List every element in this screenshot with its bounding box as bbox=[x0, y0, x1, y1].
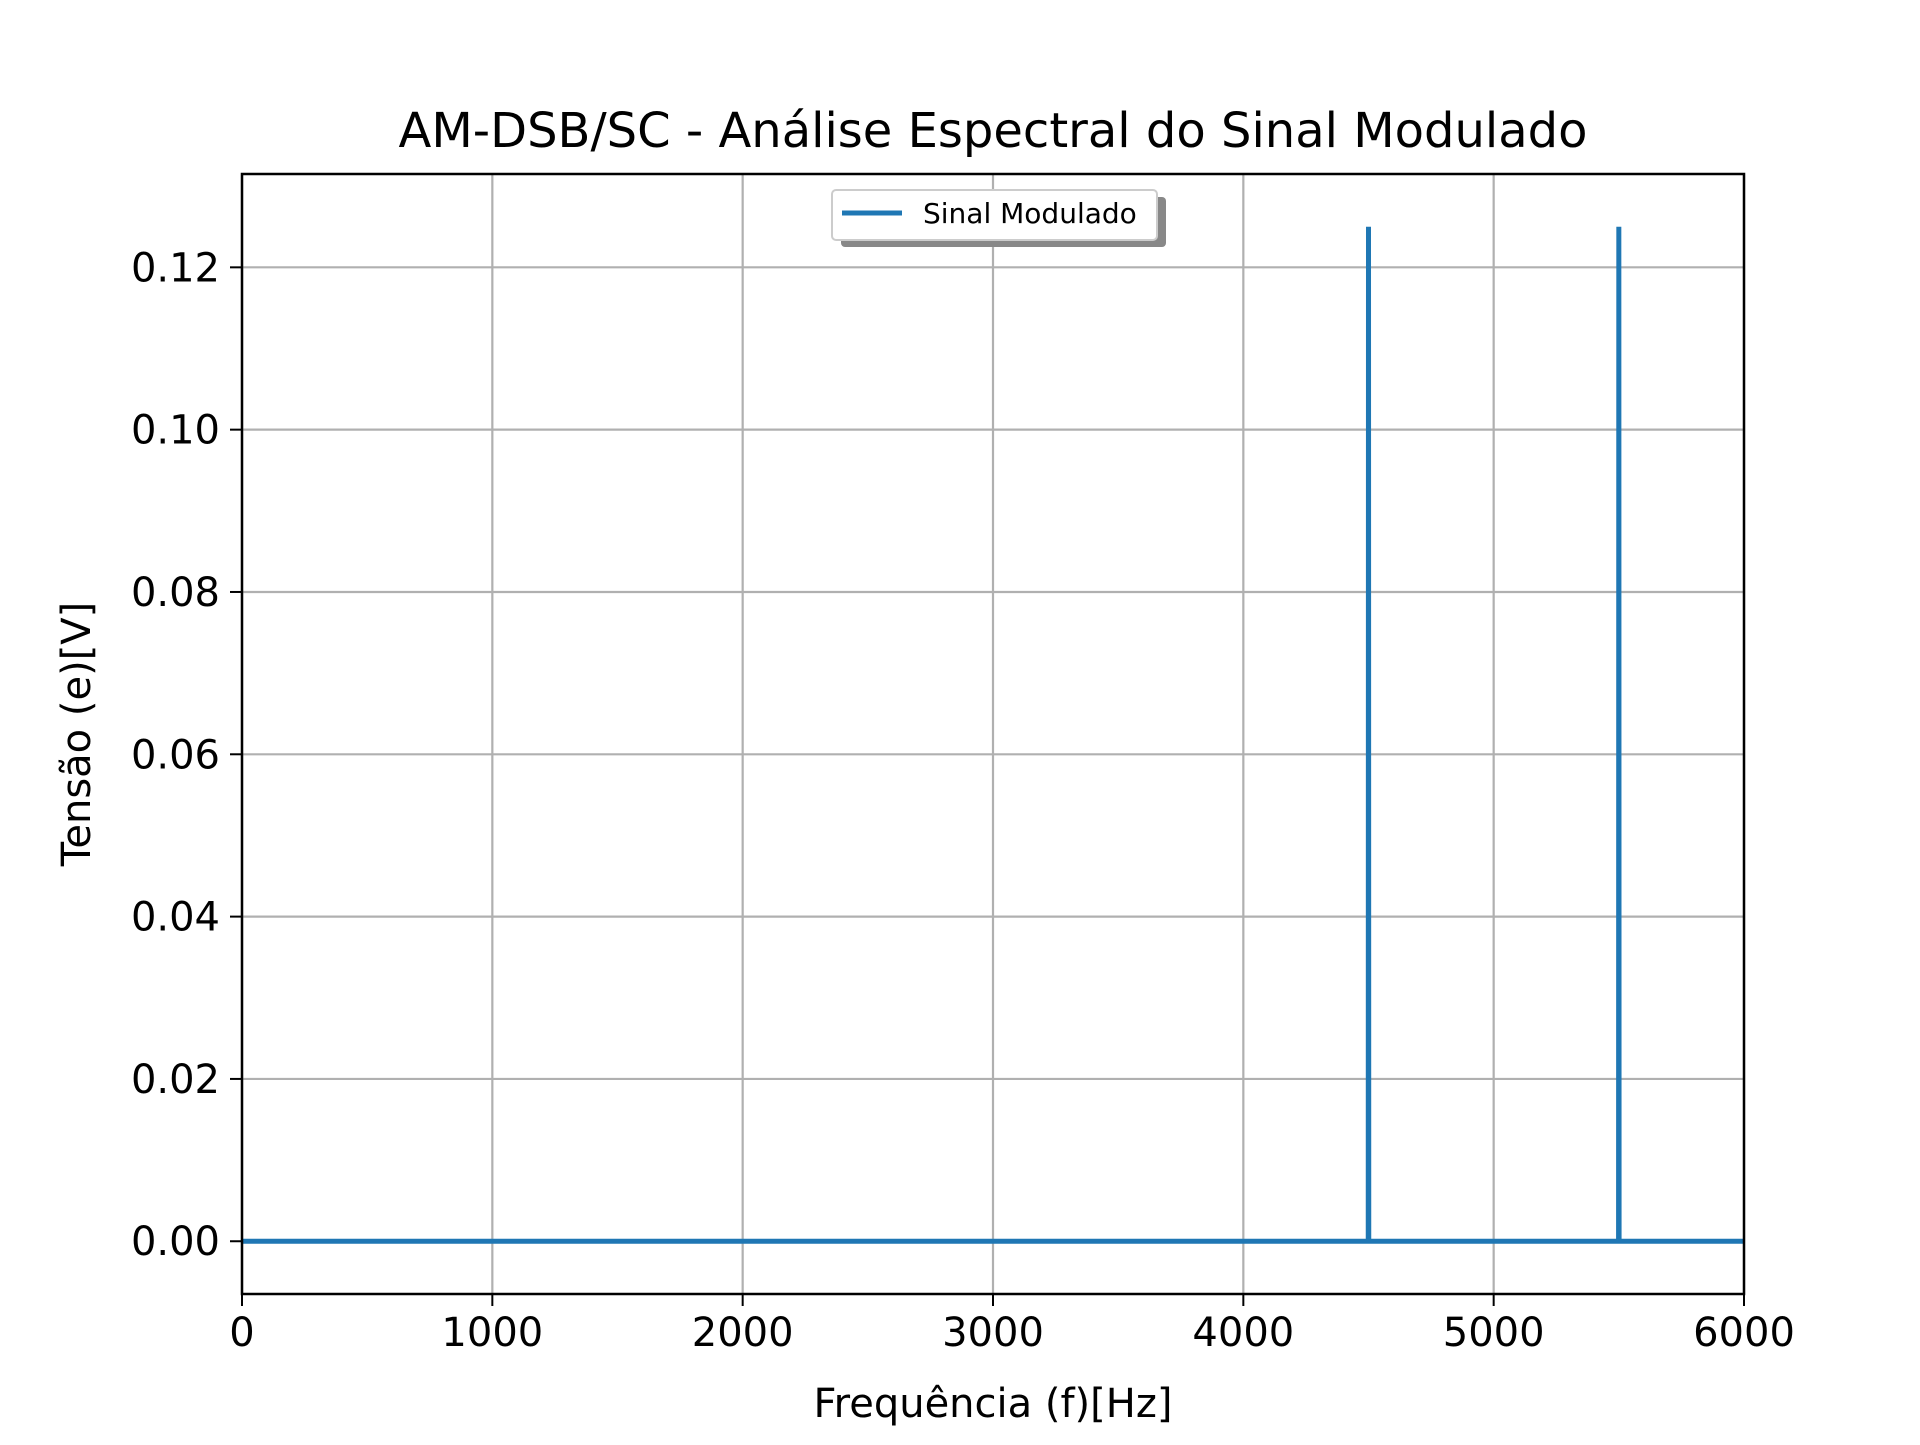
legend: Sinal Modulado bbox=[831, 189, 1166, 247]
y-axis-title: Tensão (e)[V] bbox=[54, 602, 100, 868]
y-tick-label: 0.06 bbox=[131, 732, 220, 778]
x-tick-label: 3000 bbox=[942, 1310, 1044, 1356]
x-tick-label: 5000 bbox=[1443, 1310, 1545, 1356]
y-tick-label: 0.04 bbox=[131, 895, 220, 941]
x-tick-label: 4000 bbox=[1192, 1310, 1294, 1356]
y-tick-label: 0.08 bbox=[131, 570, 220, 616]
x-tick-label: 6000 bbox=[1693, 1310, 1795, 1356]
legend-box bbox=[831, 189, 1158, 241]
series-layer bbox=[242, 226, 1744, 1244]
series-line bbox=[242, 226, 1744, 1244]
x-tick-label: 2000 bbox=[692, 1310, 794, 1356]
x-axis-title: Frequência (f)[Hz] bbox=[814, 1381, 1173, 1427]
chart-title: AM-DSB/SC - Análise Espectral do Sinal M… bbox=[399, 103, 1588, 159]
y-tick-label: 0.12 bbox=[131, 245, 220, 291]
y-tick-label: 0.00 bbox=[131, 1219, 220, 1265]
legend-label: Sinal Modulado bbox=[923, 197, 1137, 230]
y-tick-label: 0.02 bbox=[131, 1057, 220, 1103]
axis-ticks: 0 1000 2000 3000 4000 5000 6000 0.00 0.02 0.04 0.0… bbox=[131, 245, 1795, 1356]
x-tick-label: 1000 bbox=[441, 1310, 543, 1356]
y-tick-label: 0.10 bbox=[131, 408, 220, 454]
x-tick-label: 0 bbox=[229, 1310, 254, 1356]
